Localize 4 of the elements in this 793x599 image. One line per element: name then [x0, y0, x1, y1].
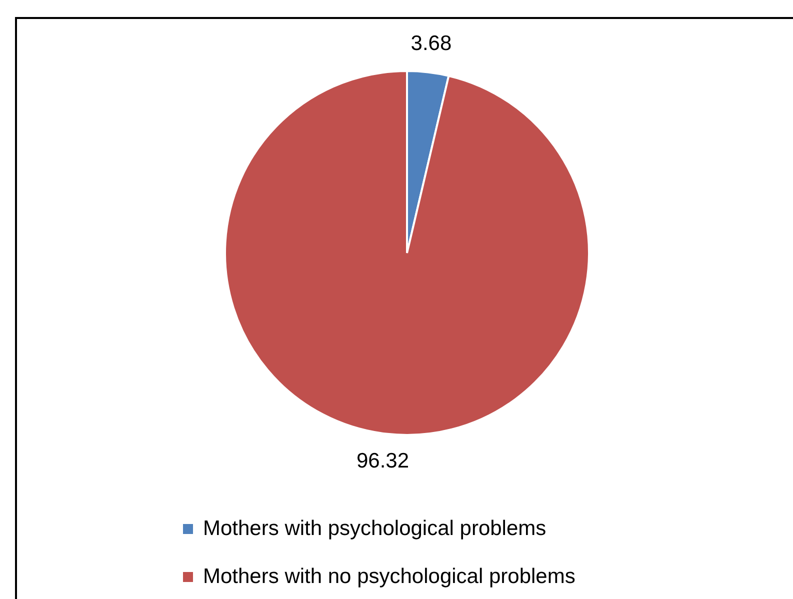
data-label: 96.32: [356, 449, 410, 472]
legend-label: Mothers with psychological problems: [203, 517, 546, 541]
legend-label: Mothers with no psychological problems: [203, 565, 576, 589]
data-label: 3.68: [410, 32, 452, 56]
